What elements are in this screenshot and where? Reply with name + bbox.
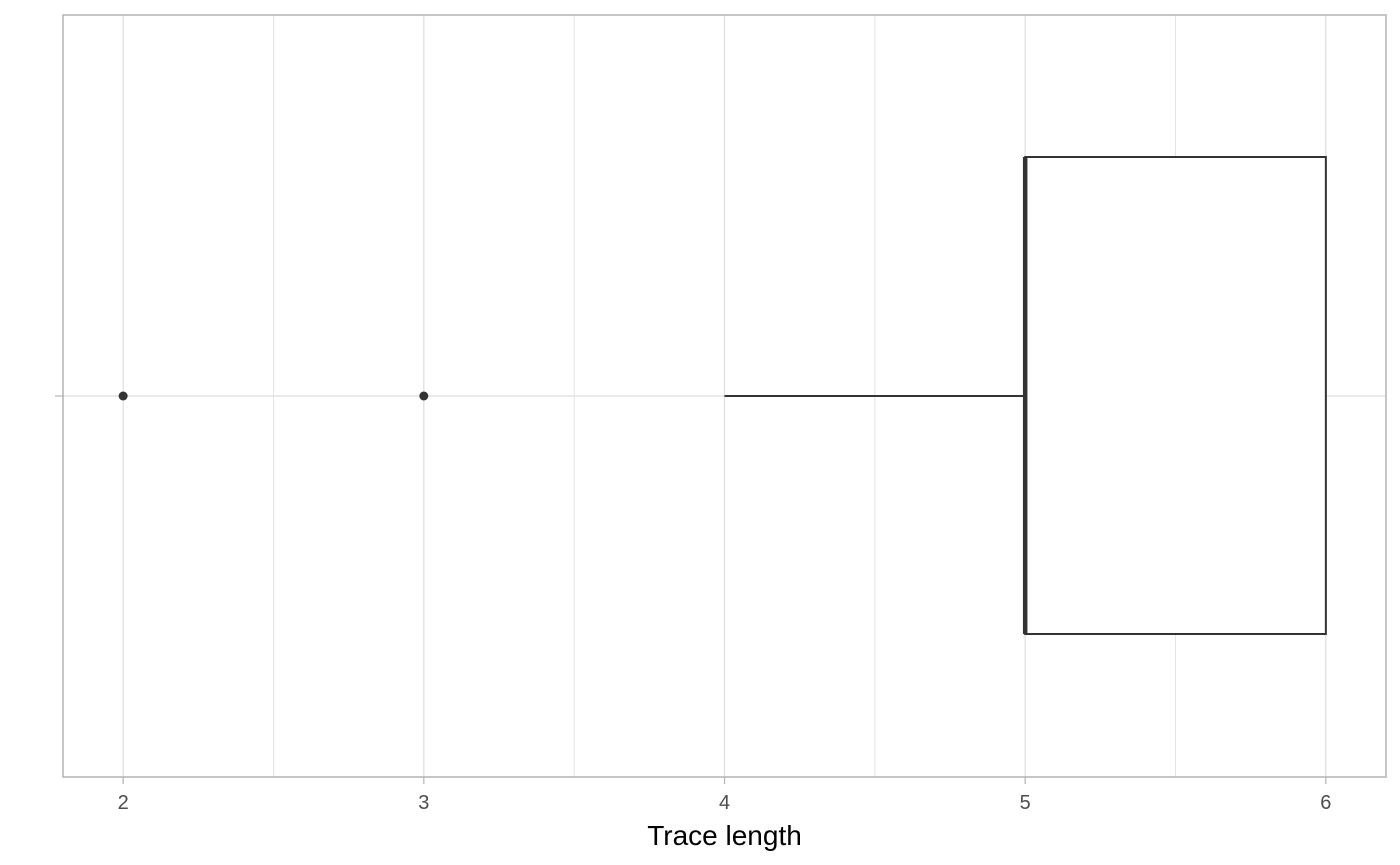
x-axis-title: Trace length (647, 820, 802, 851)
outlier-point (419, 391, 429, 401)
x-axis-ticks (122, 777, 1327, 784)
boxplot-series (724, 156, 1327, 635)
x-tick-label: 4 (719, 792, 730, 814)
interquartile-box (1024, 156, 1327, 635)
x-tick-label: 3 (418, 792, 429, 814)
x-tick-label: 5 (1020, 792, 1031, 814)
outlier-point (118, 391, 128, 401)
x-tick-label: 6 (1320, 792, 1331, 814)
outlier-points (118, 391, 429, 401)
x-tick-label: 2 (118, 792, 129, 814)
x-axis-tick-labels: 2 3 4 5 6 (118, 792, 1332, 814)
